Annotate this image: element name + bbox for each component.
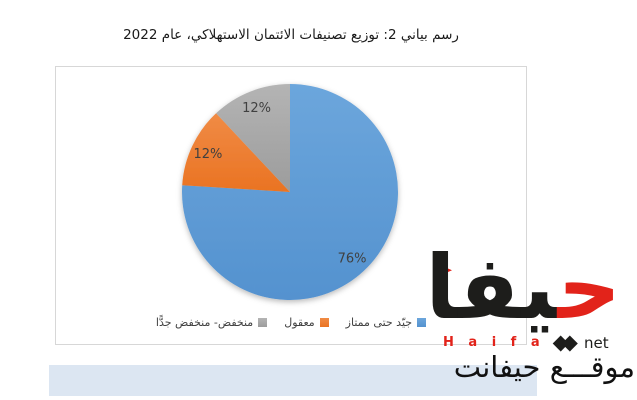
haifanet-logo: حيفا H a i f a ◆◆ net موقـــع حيفانت <box>425 244 637 400</box>
chart-title: رسم بياني 2: توزيع تصنيفات الائتمان الاس… <box>123 27 459 43</box>
legend-item-0: جيّد حتى ممتاز <box>345 316 427 329</box>
chart-area: 76% 12% 12% جيّد حتى ممتاز معقول منخفض- منخف… <box>55 66 527 345</box>
chart-legend: جيّد حتى ممتاز معقول منخفض- منخفض جدًّا <box>56 316 526 329</box>
legend-label-1: معقول <box>284 316 315 329</box>
pie-slice-2 <box>216 84 290 192</box>
legend-label-2: منخفض- منخفض جدًّا <box>155 316 254 329</box>
logo-latin-row: H a i f a ◆◆ net <box>443 332 628 353</box>
logo-tagline: موقـــع حيفانت <box>453 350 635 384</box>
footer-highlight-bar <box>49 365 537 396</box>
pie-slice-1 <box>182 113 290 192</box>
pie-data-label-0: 76% <box>338 252 367 267</box>
logo-net-label: net <box>583 333 609 352</box>
logo-letter-haa: ح <box>557 236 621 339</box>
pie-slice-0 <box>181 84 398 300</box>
pie-data-label-1: 12% <box>193 147 222 162</box>
legend-swatch-2 <box>258 318 268 327</box>
legend-item-2: منخفض- منخفض جدًّا <box>155 316 268 329</box>
legend-swatch-1 <box>319 318 329 327</box>
logo-letters-yafa: يفا <box>425 236 558 339</box>
pie-chart: 76% 12% 12% <box>181 84 398 300</box>
logo-wordmark: حيفا <box>425 244 621 332</box>
pie-data-label-2: 12% <box>242 101 271 116</box>
legend-label-0: جيّد حتى ممتاز <box>345 316 413 329</box>
legend-swatch-0 <box>417 318 427 327</box>
legend-item-1: معقول <box>284 316 329 329</box>
logo-latin-name: H a i f a <box>443 335 545 350</box>
